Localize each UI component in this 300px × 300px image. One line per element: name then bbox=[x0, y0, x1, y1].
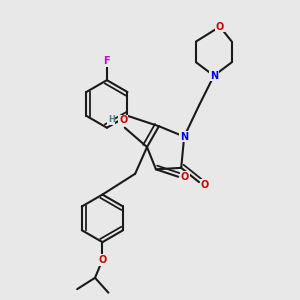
Text: O: O bbox=[201, 180, 209, 190]
Text: F: F bbox=[103, 56, 110, 66]
Text: H: H bbox=[108, 115, 115, 124]
Text: O: O bbox=[98, 255, 106, 265]
Text: O: O bbox=[216, 22, 224, 32]
Text: N: N bbox=[180, 132, 188, 142]
Text: O: O bbox=[181, 172, 189, 182]
Text: N: N bbox=[210, 71, 218, 81]
Text: O: O bbox=[119, 115, 128, 125]
